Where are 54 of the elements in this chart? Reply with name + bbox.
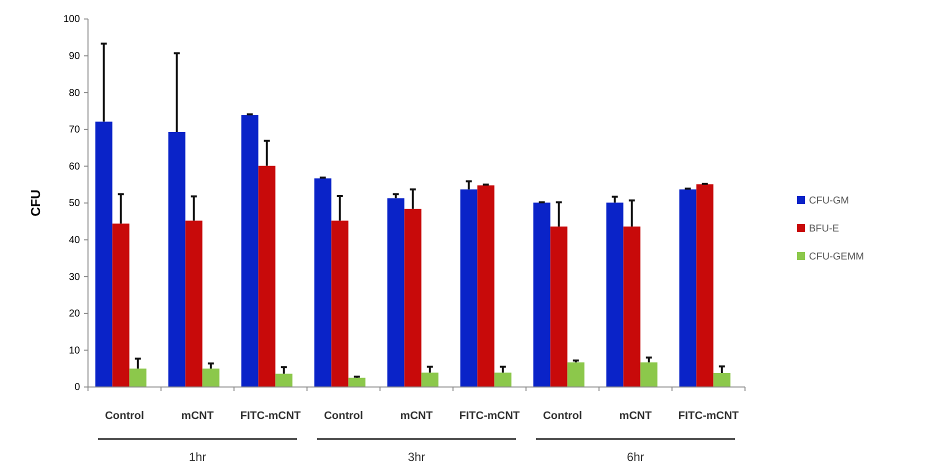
x-tick-label: mCNT (619, 410, 652, 422)
bar (185, 220, 202, 387)
x-tick-label: mCNT (400, 410, 433, 422)
y-tick-label: 10 (68, 345, 80, 356)
text: 6hr (626, 450, 644, 464)
bar (275, 374, 292, 387)
bar (129, 368, 146, 387)
bar (258, 166, 276, 387)
x-tick-label: FITC-mCNT (240, 410, 302, 422)
x-tick-label: mCNT (181, 410, 214, 422)
bar (202, 368, 220, 387)
y-tick-label: 90 (68, 51, 80, 62)
bar (387, 198, 404, 387)
x-tick-label: Control (104, 410, 144, 422)
bar (404, 208, 422, 387)
y-tick-label: 20 (68, 308, 80, 320)
bar (533, 202, 550, 387)
bar (421, 372, 438, 387)
bar (112, 224, 130, 387)
legend-label: CFU-GM (809, 196, 849, 206)
y-tick-label: 40 (68, 235, 80, 246)
y-tick-label: 70 (68, 124, 80, 136)
bar (713, 373, 730, 387)
bar (168, 132, 186, 387)
y-tick-label: 30 (68, 272, 80, 283)
bar (696, 184, 714, 387)
bar (567, 362, 584, 387)
bar (241, 115, 258, 387)
x-tick-label: FITC-mCNT (459, 410, 520, 422)
y-tick-label: 100 (63, 14, 80, 26)
bar (95, 122, 112, 387)
legend-label: BFU-E (809, 224, 840, 234)
bar (331, 220, 348, 387)
bar (314, 178, 332, 387)
y-tick-label: 50 (68, 198, 80, 210)
y-tick-label: 80 (68, 88, 80, 99)
text: 1hr (188, 450, 206, 464)
y-axis-title: CFU (28, 190, 43, 216)
y-tick-label: 60 (68, 161, 80, 172)
bar (550, 226, 568, 387)
x-tick-label: Control (324, 410, 364, 422)
bar (460, 189, 478, 387)
bar (640, 362, 658, 387)
bar (494, 372, 512, 387)
bar (348, 378, 366, 387)
x-tick-label: Control (542, 410, 582, 422)
text: 3hr (408, 450, 426, 464)
y-tick-label: 0 (74, 382, 80, 394)
bar (679, 189, 696, 387)
bar (606, 202, 624, 387)
bar (623, 226, 640, 387)
bar (477, 185, 494, 387)
x-tick-label: FITC-mCNT (678, 410, 740, 422)
legend-label: CFU-GEMM (809, 252, 864, 262)
